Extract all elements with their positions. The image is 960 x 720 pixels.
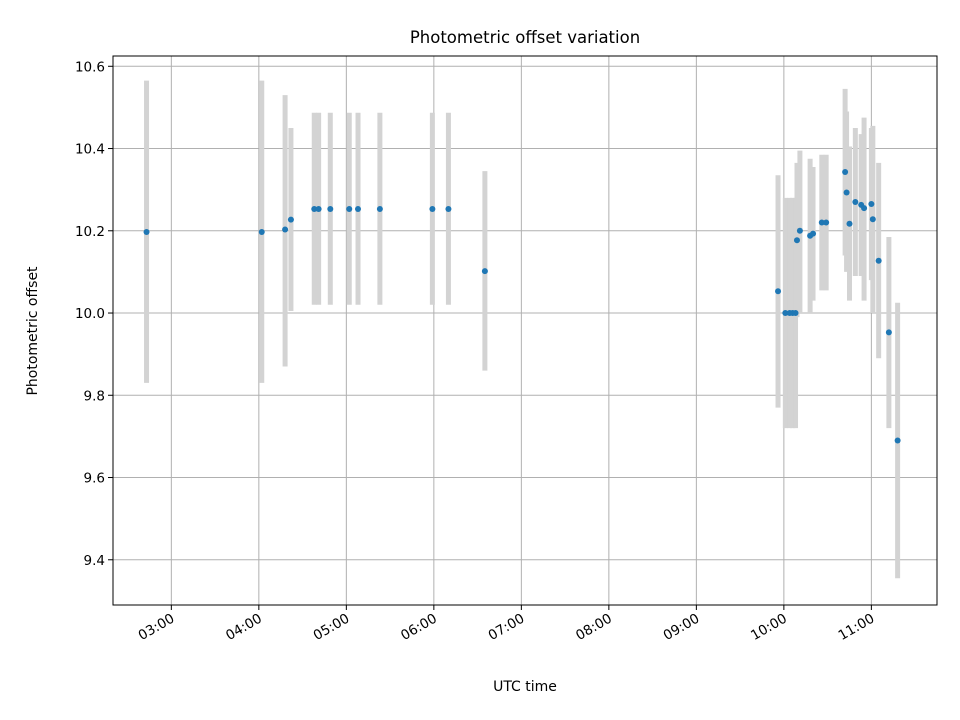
data-point (793, 237, 800, 244)
data-point (894, 437, 901, 444)
data-point (282, 226, 289, 233)
data-point (810, 230, 817, 237)
data-point (355, 205, 362, 212)
y-tick-label: 9.4 (84, 553, 105, 569)
data-point (481, 268, 488, 275)
data-points (143, 168, 901, 444)
y-axis-label: Photometric offset (25, 266, 41, 396)
data-point (796, 227, 803, 234)
data-point (842, 168, 849, 175)
data-point (258, 229, 265, 236)
data-point (869, 216, 876, 223)
data-point (868, 201, 875, 208)
y-tick-label: 9.6 (84, 471, 105, 487)
data-point (346, 205, 353, 212)
data-point (852, 198, 859, 205)
data-point (143, 229, 150, 236)
chart-title: Photometric offset variation (410, 28, 640, 47)
plot-frame (112, 55, 938, 606)
data-point (843, 189, 850, 196)
data-point (315, 205, 322, 212)
data-point (885, 329, 892, 336)
data-point (287, 216, 294, 223)
data-point (327, 205, 334, 212)
y-tick-label: 10.2 (75, 224, 105, 240)
data-point (376, 205, 383, 212)
data-point (846, 220, 853, 227)
data-point (775, 288, 782, 295)
y-tick-label: 10.4 (75, 142, 105, 158)
y-tick-label: 10.0 (75, 306, 105, 322)
data-point (792, 310, 799, 317)
y-axis-ticks: 9.4 9.6 9.8 10.0 10.2 10.4 10.6 (75, 59, 113, 569)
x-axis-label: UTC time (493, 679, 557, 695)
data-point (861, 205, 868, 212)
data-point (445, 205, 452, 212)
y-tick-label: 10.6 (75, 59, 105, 75)
data-point (782, 310, 789, 317)
y-tick-label: 9.8 (84, 388, 105, 404)
data-point (818, 219, 825, 226)
data-point (429, 205, 436, 212)
data-point (311, 205, 318, 212)
data-point (823, 219, 830, 226)
data-point (875, 257, 882, 264)
